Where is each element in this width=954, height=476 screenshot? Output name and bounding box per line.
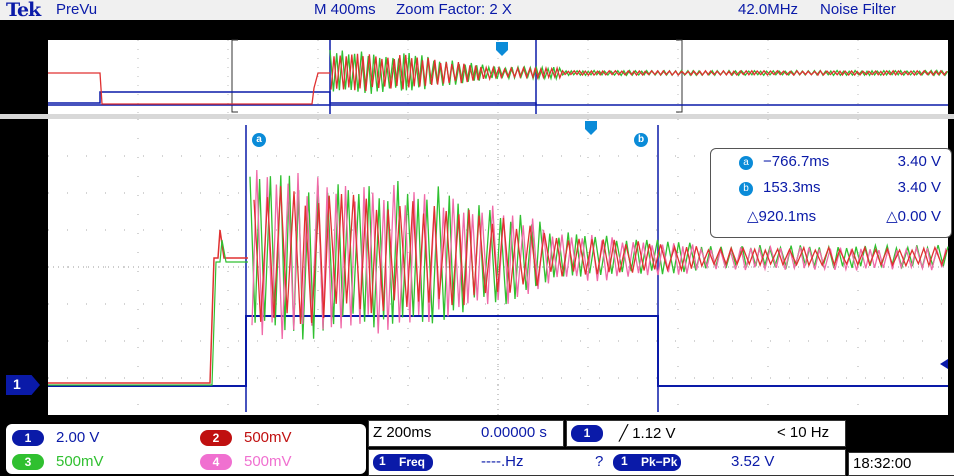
cursor-delta-time: △920.1ms: [747, 208, 817, 225]
meas1-flag: ?: [595, 453, 604, 470]
status-bar: Tek PreVu M 400ms Zoom Factor: 2 X 42.0M…: [0, 0, 954, 21]
ch1-badge: 1: [12, 430, 44, 446]
zoom-window-bracket[interactable]: [231, 39, 683, 113]
zoom-factor-readout[interactable]: Zoom Factor: 2 X: [396, 1, 512, 18]
trigger-level-arrow-icon[interactable]: [940, 359, 948, 369]
zoom-scale: Z 200ms: [373, 424, 432, 441]
cursor-a-readout: a −766.7ms 3.40 V: [711, 153, 951, 175]
display-separator: [0, 114, 954, 119]
trigger-readout[interactable]: 1 ╱ 1.12 V < 10 Hz: [566, 420, 846, 447]
ch3-scale-value: 500mV: [56, 453, 104, 470]
filter-readout: Noise Filter: [820, 1, 896, 18]
meas2-value: 3.52 V: [731, 453, 775, 470]
cursor-readout-panel: a −766.7ms 3.40 V b 153.3ms 3.40 V △920.…: [710, 148, 952, 238]
ch1-ground-marker[interactable]: 1: [6, 375, 40, 395]
cursor-a-volt: 3.40 V: [897, 153, 941, 170]
measurement-readout[interactable]: Freq 1 ----.Hz ? Pk−Pk 1 3.52 V: [368, 449, 846, 476]
cursor-delta-volt: △0.00 V: [886, 208, 941, 225]
cursor-a-icon: a: [739, 156, 753, 170]
acquisition-mode: PreVu: [56, 1, 98, 18]
cursor-b-volt: 3.40 V: [897, 179, 941, 196]
ch2-badge: 2: [200, 430, 232, 446]
cursor-b-time: 153.3ms: [763, 179, 821, 196]
overview-trigger-marker-icon: [496, 42, 508, 56]
bandwidth-readout: 42.0MHz: [738, 1, 799, 18]
cursor-b-readout: b 153.3ms 3.40 V: [711, 179, 951, 201]
cursor-b-icon: b: [739, 182, 753, 196]
trigger-position-marker-icon[interactable]: [585, 121, 597, 135]
ch4-scale-value: 500mV: [244, 453, 292, 470]
meas1-source: 1: [379, 454, 386, 468]
cursor-a-tag[interactable]: a: [252, 133, 266, 147]
tek-logo: Tek: [6, 0, 41, 21]
cursor-b-tag[interactable]: b: [634, 133, 648, 147]
zoom-readout[interactable]: Z 200ms 0.00000 s: [368, 420, 564, 447]
clock: 18:32:00: [848, 452, 954, 476]
meas2-source: 1: [621, 454, 628, 468]
timebase-readout[interactable]: M 400ms: [314, 1, 376, 18]
meas1-type: Freq: [373, 454, 433, 471]
meas2-type: Pk−Pk: [613, 454, 681, 471]
ch1-scale-value: 2.00 V: [56, 429, 100, 446]
ch3-badge: 3: [12, 454, 44, 470]
cursor-delta-readout: △920.1ms △0.00 V: [711, 207, 951, 229]
ch4-badge: 4: [200, 454, 232, 470]
trigger-source-badge: 1: [571, 425, 603, 442]
zoom-position: 0.00000 s: [481, 424, 547, 441]
trigger-frequency: < 10 Hz: [777, 424, 830, 441]
channel-scale-panel: 1 2.00 V 2 500mV 3 500mV 4 500mV: [6, 424, 366, 474]
ch2-scale-value: 500mV: [244, 429, 292, 446]
meas1-value: ----.Hz: [481, 453, 524, 470]
cursor-a-time: −766.7ms: [763, 153, 830, 170]
clock-time: 18:32:00: [853, 455, 912, 472]
trigger-level: ╱ 1.12 V: [619, 425, 676, 442]
